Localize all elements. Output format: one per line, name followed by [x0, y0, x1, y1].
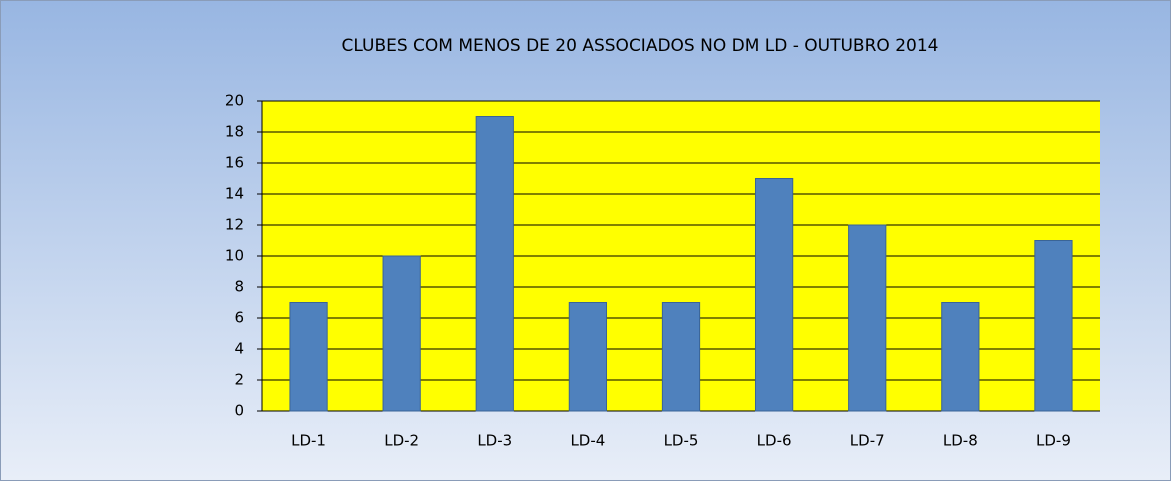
bar	[661, 302, 701, 412]
y-tick-label: 2	[234, 371, 244, 389]
x-tick-label: LD-3	[477, 432, 512, 450]
x-tick-label: LD-5	[664, 432, 699, 450]
y-tick-label: 10	[225, 247, 244, 265]
bar	[1034, 240, 1073, 412]
x-tick-label: LD-9	[1036, 432, 1071, 450]
x-tick-label: LD-8	[943, 432, 978, 450]
bar	[382, 255, 421, 412]
bar	[289, 302, 328, 412]
y-tick-label: 4	[234, 340, 244, 358]
bar	[941, 302, 980, 412]
y-tick-label: 14	[225, 185, 244, 203]
y-tick-label: 16	[225, 154, 244, 172]
y-tick-label: 8	[234, 278, 244, 296]
y-tick-label: 18	[225, 123, 244, 141]
bar	[848, 224, 887, 412]
x-tick-label: LD-7	[850, 432, 885, 450]
x-tick-label: LD-2	[384, 432, 419, 450]
bar	[568, 302, 608, 412]
y-tick-label: 0	[234, 402, 244, 420]
bar	[754, 178, 794, 412]
x-tick-label: LD-4	[570, 432, 605, 450]
y-tick-label: 6	[234, 309, 244, 327]
bar	[475, 116, 514, 412]
y-tick-label: 12	[225, 216, 244, 234]
chart-title: CLUBES COM MENOS DE 20 ASSOCIADOS NO DM …	[342, 36, 939, 56]
x-tick-label: LD-1	[291, 432, 326, 450]
x-tick-label: LD-6	[757, 432, 792, 450]
y-tick-label: 20	[225, 92, 244, 110]
